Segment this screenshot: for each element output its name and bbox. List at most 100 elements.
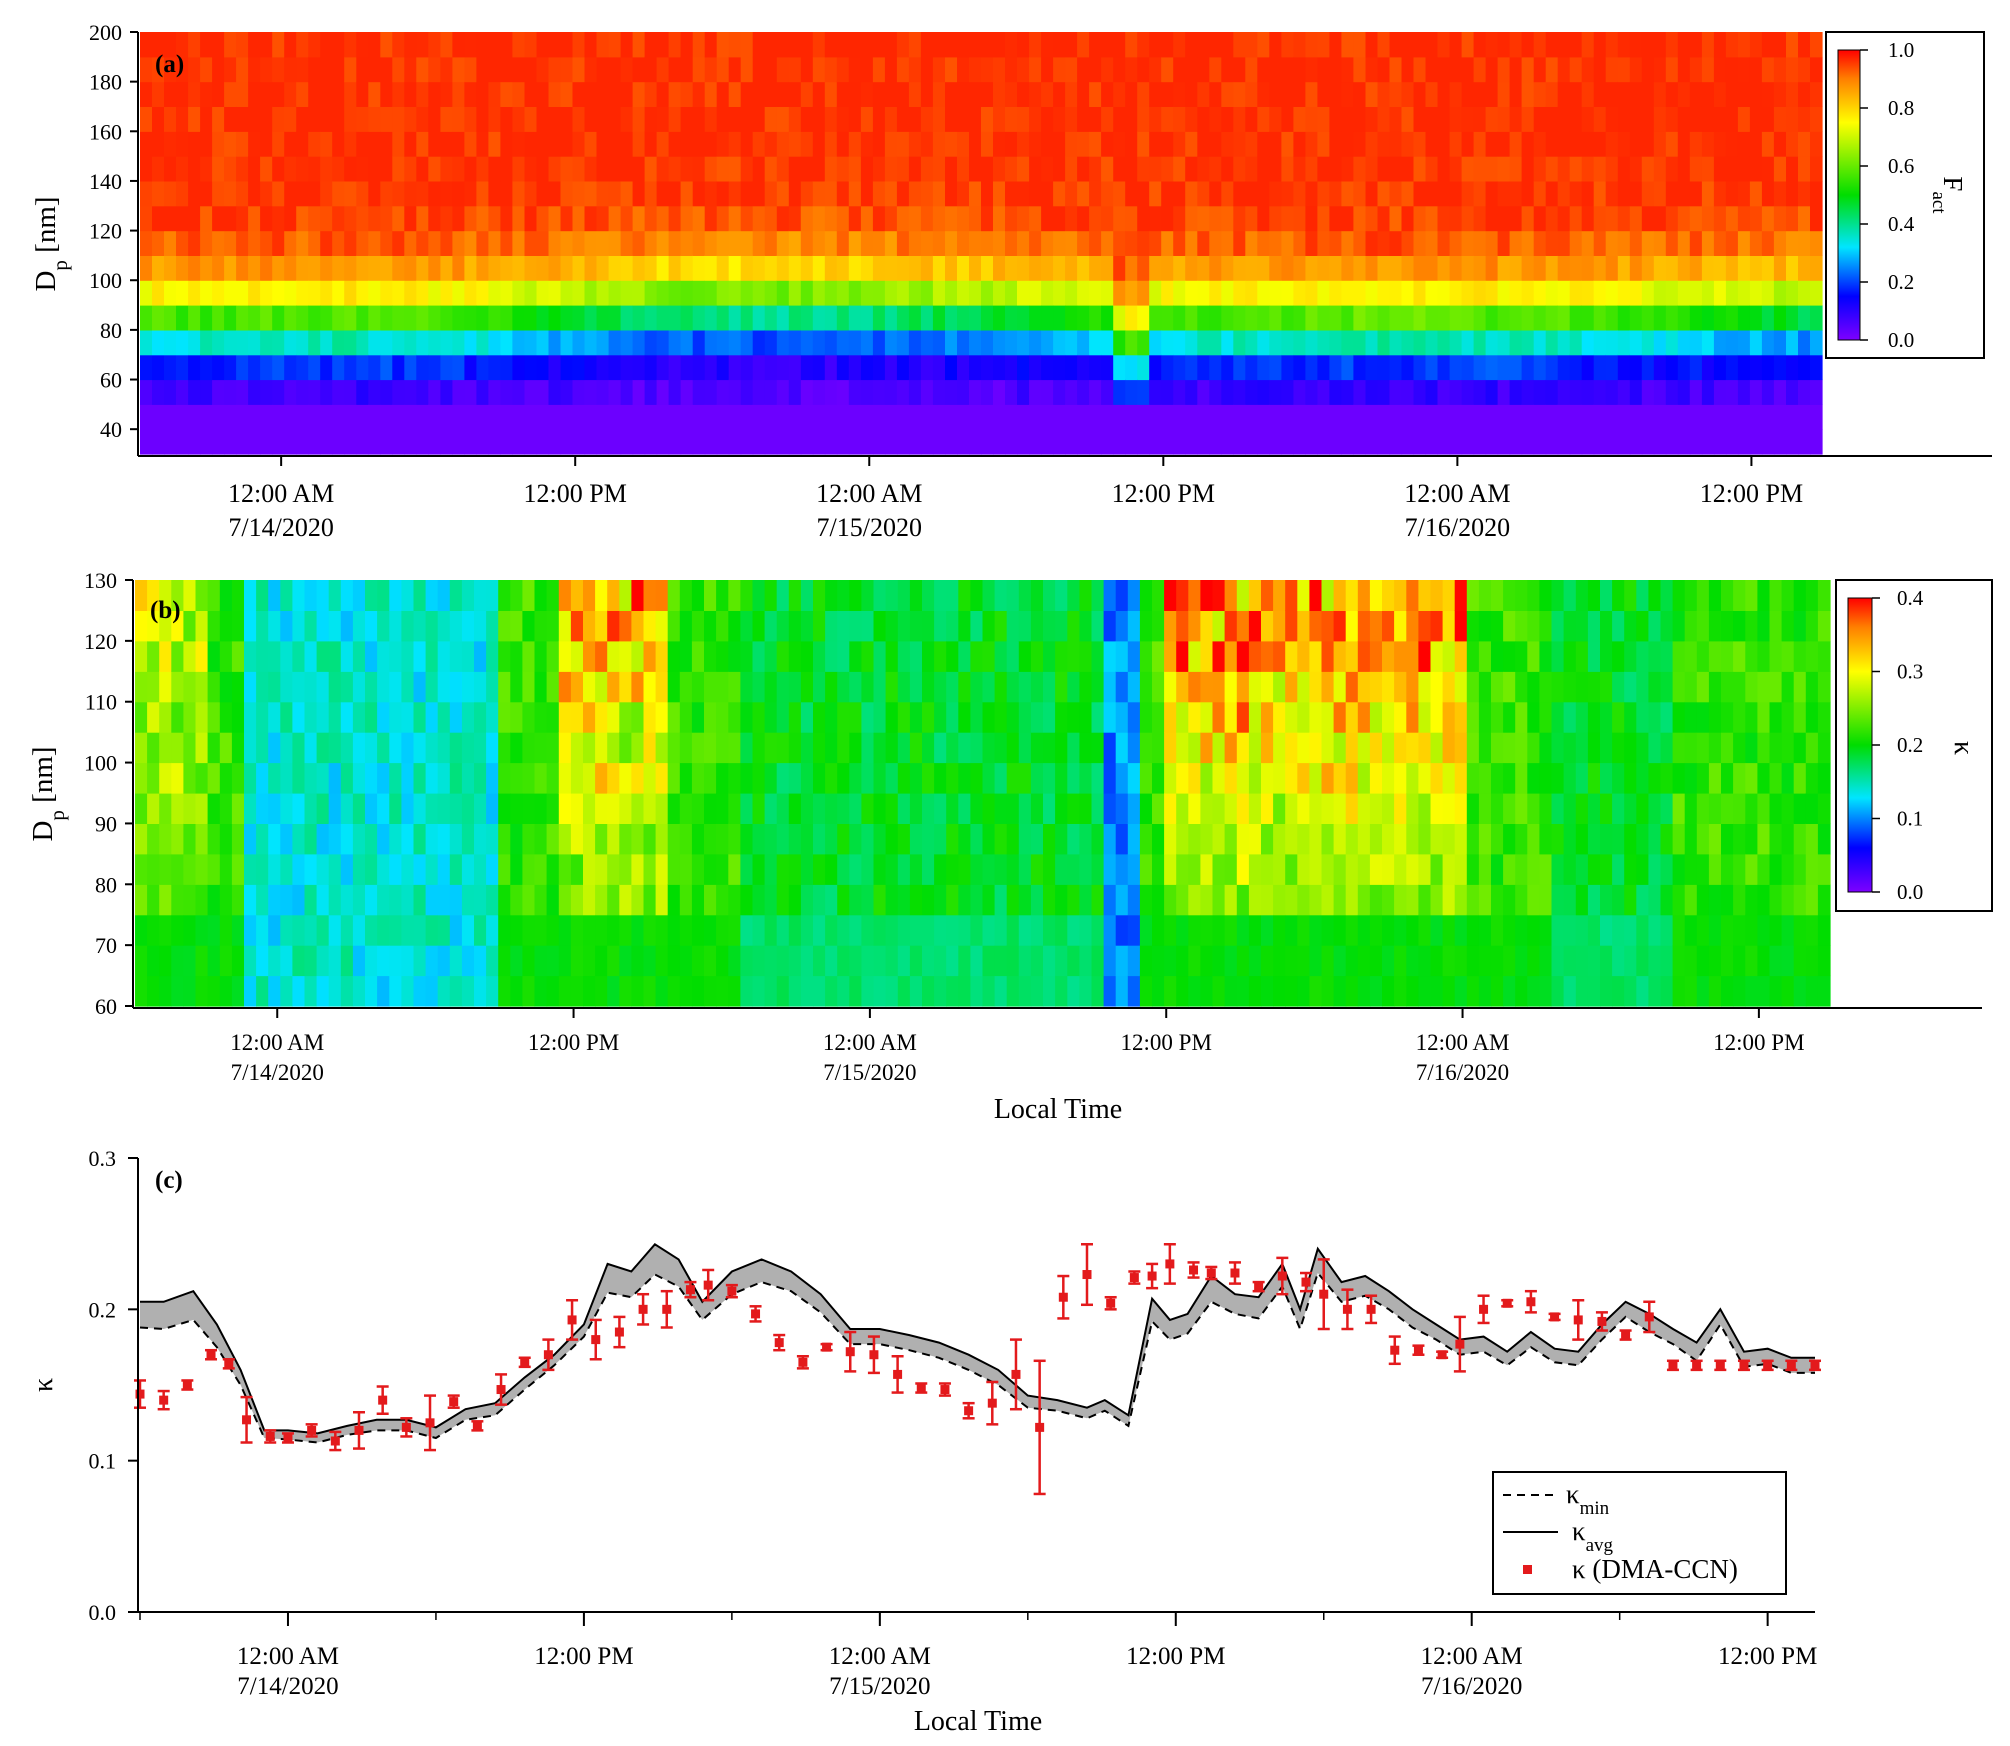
heatmap-cell: [1017, 205, 1030, 232]
heatmap-cell: [1006, 914, 1020, 946]
heatmap-cell: [1605, 106, 1619, 132]
heatmap-cell: [1745, 580, 1758, 611]
heatmap-cell: [1077, 329, 1090, 356]
heatmap-cell: [449, 701, 463, 733]
heatmap-cell: [1749, 280, 1763, 306]
heatmap-cell: [1798, 230, 1811, 256]
heatmap-cell: [1503, 701, 1516, 733]
heatmap-cell: [1293, 379, 1306, 405]
heatmap-cell: [909, 914, 923, 946]
heatmap-cell: [486, 853, 499, 885]
heatmap-cell: [970, 975, 984, 1007]
heatmap-cell: [848, 329, 862, 356]
y-tick-label: 90: [95, 811, 117, 836]
dma-ccn-point: [1106, 1298, 1116, 1308]
heatmap-cell: [200, 404, 213, 430]
heatmap-cell: [1200, 914, 1214, 946]
heatmap-cell: [1665, 379, 1679, 405]
heatmap-cell: [740, 671, 754, 703]
heatmap-cell: [824, 32, 838, 58]
heatmap-cell: [920, 379, 934, 405]
heatmap-cell: [752, 131, 766, 157]
heatmap-cell: [140, 180, 153, 207]
heatmap-cell: [1115, 945, 1129, 977]
heatmap-cell: [1018, 793, 1032, 824]
heatmap-cell: [1293, 156, 1306, 182]
heatmap-cell: [449, 884, 463, 916]
heatmap-cell: [716, 56, 730, 83]
heatmap-cell: [849, 853, 862, 885]
heatmap-cell: [524, 156, 538, 182]
heatmap-cell: [1273, 945, 1286, 977]
heatmap-cell: [1624, 701, 1637, 733]
heatmap-cell: [171, 793, 184, 824]
heatmap-cell: [836, 180, 850, 207]
heatmap-cell: [404, 404, 417, 430]
heatmap-cell: [1624, 945, 1637, 977]
heatmap-cell: [1660, 975, 1674, 1007]
heatmap-cell: [1257, 280, 1270, 306]
heatmap-cell: [560, 329, 574, 356]
heatmap-cell: [1478, 671, 1492, 703]
heatmap-cell: [1139, 671, 1153, 703]
heatmap-cell: [488, 255, 501, 281]
heatmap-cell: [1164, 793, 1177, 824]
heatmap-cell: [896, 329, 910, 356]
heatmap-cell: [1269, 81, 1282, 107]
heatmap-cell: [667, 640, 681, 672]
heatmap-cell: [1605, 255, 1619, 281]
heatmap-cell: [969, 404, 982, 430]
heatmap-cell: [932, 81, 946, 107]
heatmap-cell: [1515, 640, 1528, 672]
heatmap-cell: [1786, 156, 1799, 182]
heatmap-cell: [1382, 975, 1395, 1007]
heatmap-cell: [461, 945, 475, 977]
heatmap-cell: [488, 106, 501, 132]
heatmap-cell: [1660, 945, 1674, 977]
heatmap-cell: [1029, 106, 1042, 132]
heatmap-cell: [328, 701, 342, 733]
heatmap-cell: [328, 671, 342, 703]
heatmap-cell: [1491, 884, 1504, 916]
heatmap-cell: [728, 305, 742, 331]
heatmap-cell: [1737, 205, 1751, 232]
heatmap-cell: [332, 255, 345, 281]
heatmap-cell: [934, 793, 947, 824]
heatmap-cell: [740, 640, 754, 672]
heatmap-cell: [932, 131, 946, 157]
heatmap-cell: [1781, 823, 1795, 855]
heatmap-cell: [1317, 329, 1330, 356]
heatmap-cell: [1377, 131, 1391, 157]
heatmap-cell: [316, 671, 330, 703]
heatmap-cell: [957, 56, 970, 83]
heatmap-cell: [152, 131, 165, 157]
heatmap-cell: [1309, 701, 1323, 733]
heatmap-cell: [704, 732, 717, 764]
heatmap-cell: [308, 32, 321, 58]
heatmap-cell: [440, 404, 453, 430]
heatmap-cell: [572, 131, 586, 157]
heatmap-cell: [583, 823, 596, 855]
heatmap-cell: [1394, 793, 1407, 824]
heatmap-cell: [764, 180, 778, 207]
heatmap-cell: [1624, 610, 1637, 642]
heatmap-cell: [644, 354, 658, 381]
heatmap-cell: [848, 230, 862, 256]
heatmap-cell: [200, 131, 213, 157]
heatmap-cell: [188, 354, 201, 381]
heatmap-cell: [884, 32, 898, 58]
heatmap-cell: [524, 280, 538, 306]
heatmap-cell: [1605, 404, 1619, 430]
heatmap-cell: [1149, 354, 1162, 381]
heatmap-cell: [1101, 379, 1114, 405]
heatmap-cell: [1478, 793, 1492, 824]
heatmap-cell: [1641, 81, 1655, 107]
heatmap-cell: [922, 823, 935, 855]
heatmap-cell: [171, 884, 184, 916]
x-tick-label: 12:00 PM: [1700, 479, 1803, 508]
heatmap-cell: [1333, 640, 1347, 672]
heatmap-cell: [813, 823, 826, 855]
heatmap-cell: [1749, 379, 1763, 405]
heatmap-cell: [1672, 793, 1686, 824]
heatmap-cell: [1067, 762, 1080, 794]
